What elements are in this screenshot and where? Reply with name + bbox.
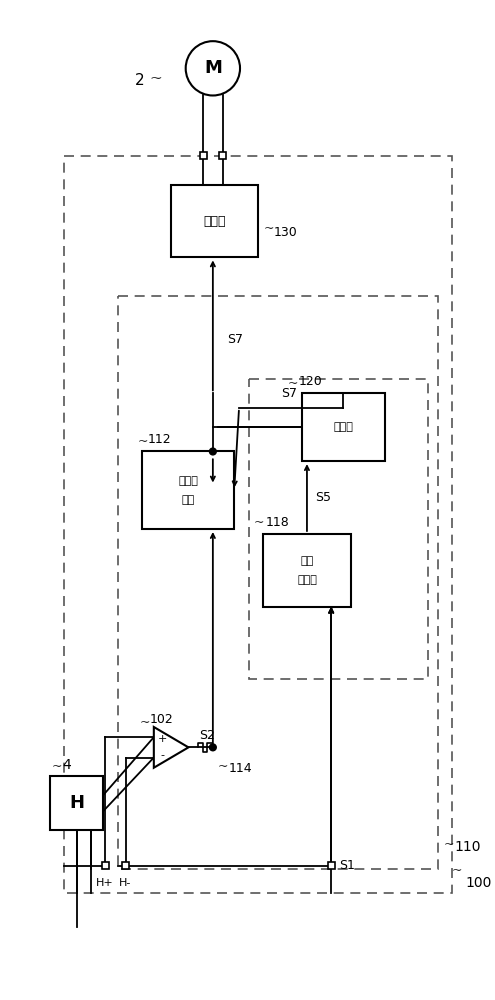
Text: 118: 118 [265,516,289,529]
FancyBboxPatch shape [142,451,234,529]
Text: H: H [69,794,84,812]
FancyBboxPatch shape [219,152,226,159]
Text: 测定部: 测定部 [297,575,317,585]
Polygon shape [154,727,189,768]
FancyBboxPatch shape [263,534,350,607]
Text: ~: ~ [444,838,454,851]
Text: 通电控: 通电控 [178,476,198,486]
Text: S7: S7 [281,387,297,400]
Text: 110: 110 [454,840,481,854]
FancyBboxPatch shape [171,185,258,257]
Text: ~: ~ [218,760,228,773]
Circle shape [186,41,240,95]
FancyBboxPatch shape [50,776,103,830]
Text: 4: 4 [62,758,71,772]
Text: ~: ~ [52,760,62,773]
Text: ~: ~ [288,377,298,390]
Text: S2: S2 [199,729,215,742]
Text: H-: H- [119,878,132,888]
Text: S1: S1 [339,859,355,872]
Text: 102: 102 [150,713,174,726]
Text: S5: S5 [315,491,331,504]
Text: 120: 120 [298,375,322,388]
Text: ~: ~ [263,222,274,235]
FancyBboxPatch shape [122,862,129,869]
Text: ~: ~ [150,72,162,86]
Text: H+: H+ [97,878,114,888]
Text: ~: ~ [139,716,150,729]
Text: 130: 130 [274,226,297,239]
Text: 2: 2 [135,73,145,88]
Circle shape [209,448,216,455]
Text: 驱动部: 驱动部 [203,215,226,228]
Text: +: + [158,734,167,744]
Text: S7: S7 [227,333,244,346]
Text: 112: 112 [148,433,171,446]
Text: 114: 114 [228,762,252,775]
Text: ~: ~ [451,864,462,877]
Text: 周期: 周期 [300,556,313,566]
Text: 判定部: 判定部 [334,422,353,432]
FancyBboxPatch shape [328,862,335,869]
Text: M: M [204,59,222,77]
FancyBboxPatch shape [102,862,108,869]
Text: 100: 100 [465,876,492,890]
Text: ~: ~ [253,516,264,529]
Text: -: - [160,751,164,761]
Circle shape [209,744,216,751]
FancyBboxPatch shape [200,152,206,159]
FancyBboxPatch shape [302,393,385,461]
Text: ~: ~ [137,435,148,448]
Text: 制部: 制部 [182,495,195,505]
